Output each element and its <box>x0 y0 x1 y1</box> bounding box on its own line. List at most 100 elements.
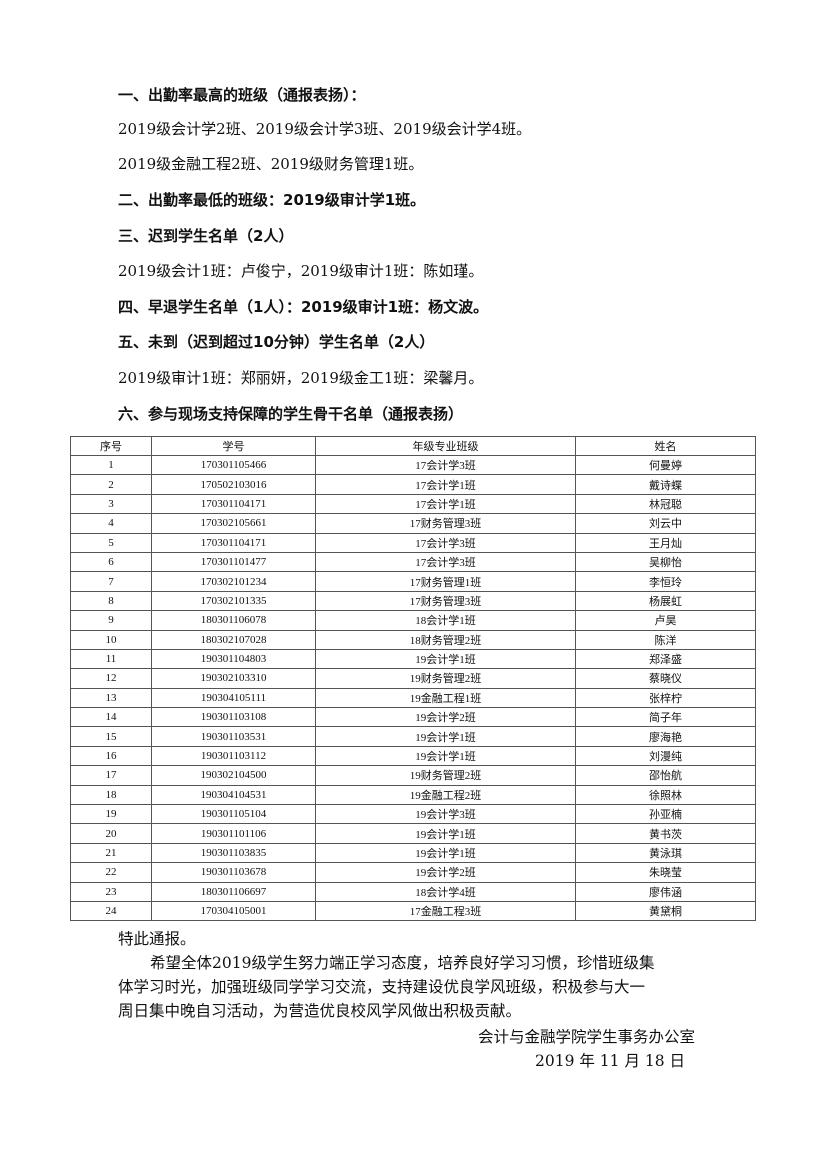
cell-name: 王月灿 <box>575 532 756 553</box>
cell-name: 张梓柠 <box>575 687 756 709</box>
cell-student-id: 180301106078 <box>151 610 316 631</box>
cell-index: 2 <box>70 474 152 495</box>
cell-class: 19财务管理2班 <box>315 668 576 689</box>
col-header-class: 年级专业班级 <box>315 436 576 456</box>
cell-name: 刘漫纯 <box>575 745 756 767</box>
cell-student-id: 170302105661 <box>151 513 316 534</box>
table-row: 12 190302103310 19财务管理2班 蔡晓仪 <box>70 668 756 689</box>
cell-class: 19会计学1班 <box>315 648 576 670</box>
cell-class: 17财务管理3班 <box>315 590 576 612</box>
cell-class: 19会计学1班 <box>315 842 576 864</box>
cell-class: 19会计学1班 <box>315 745 576 767</box>
cell-class: 18会计学4班 <box>315 881 576 902</box>
section-heading: 一、出勤率最高的班级（通报表扬）： <box>118 86 366 104</box>
cell-student-id: 190301101106 <box>151 823 316 844</box>
cell-student-id: 190304105111 <box>151 687 316 709</box>
cell-index: 11 <box>70 648 152 670</box>
col-header-student-id: 学号 <box>151 436 316 456</box>
cell-name: 何曼婷 <box>575 454 756 476</box>
cell-class: 19会计学3班 <box>315 804 576 825</box>
section-text: 2019级会计学2班、2019级会计学3班、2019级会计学4班。 <box>118 120 532 138</box>
cell-name: 廖伟涵 <box>575 881 756 902</box>
table-row: 5 170301104171 17会计学3班 王月灿 <box>70 532 756 553</box>
cell-name: 林冠聪 <box>575 493 756 515</box>
table-row: 17 190302104500 19财务管理2班 邵怡航 <box>70 765 756 786</box>
notice-text: 特此通报。 <box>118 930 196 948</box>
section-heading: 三、迟到学生名单（2人） <box>118 227 294 245</box>
table-row: 1 170301105466 17会计学3班 何曼婷 <box>70 454 756 476</box>
cell-class: 17财务管理3班 <box>315 513 576 534</box>
cell-student-id: 170301105466 <box>151 454 316 476</box>
cell-class: 17会计学1班 <box>315 474 576 495</box>
cell-name: 黄泳琪 <box>575 842 756 864</box>
cell-class: 18财务管理2班 <box>315 629 576 650</box>
cell-name: 吴柳怡 <box>575 551 756 573</box>
cell-class: 19财务管理2班 <box>315 765 576 786</box>
cell-student-id: 190301103835 <box>151 842 316 864</box>
cell-student-id: 170301101477 <box>151 551 316 573</box>
cell-class: 19会计学1班 <box>315 726 576 747</box>
cell-student-id: 190301103108 <box>151 707 316 728</box>
cell-name: 卢昊 <box>575 610 756 631</box>
cell-index: 19 <box>70 804 152 825</box>
paragraph-line-2: 体学习时光，加强班级同学学习交流，支持建设优良学风班级，积极参与大一 <box>118 978 646 996</box>
section-heading: 五、未到（迟到超过10分钟）学生名单（2人） <box>118 333 435 351</box>
cell-index: 12 <box>70 668 152 689</box>
cell-name: 陈洋 <box>575 629 756 650</box>
cell-student-id: 190301103531 <box>151 726 316 747</box>
cell-name: 邵怡航 <box>575 765 756 786</box>
cell-student-id: 170301104171 <box>151 532 316 553</box>
cell-index: 16 <box>70 745 152 767</box>
cell-index: 8 <box>70 590 152 612</box>
cell-name: 杨展虹 <box>575 590 756 612</box>
col-header-index: 序号 <box>70 436 152 456</box>
table-row: 24 170304105001 17金融工程3班 黄黛桐 <box>70 900 756 922</box>
cell-index: 21 <box>70 842 152 864</box>
cell-index: 6 <box>70 551 152 573</box>
table-row: 15 190301103531 19会计学1班 廖海艳 <box>70 726 756 747</box>
table-row: 8 170302101335 17财务管理3班 杨展虹 <box>70 590 756 612</box>
cell-index: 9 <box>70 610 152 631</box>
section-heading: 二、出勤率最低的班级：2019级审计学1班。 <box>118 191 426 209</box>
cell-student-id: 170502103016 <box>151 474 316 495</box>
cell-student-id: 190301104803 <box>151 648 316 670</box>
cell-class: 19会计学1班 <box>315 823 576 844</box>
cell-student-id: 180302107028 <box>151 629 316 650</box>
cell-index: 20 <box>70 823 152 844</box>
cell-index: 7 <box>70 571 152 592</box>
cell-student-id: 180301106697 <box>151 881 316 902</box>
cell-student-id: 170304105001 <box>151 900 316 922</box>
cell-index: 15 <box>70 726 152 747</box>
cell-class: 17会计学3班 <box>315 551 576 573</box>
cell-student-id: 190301105104 <box>151 804 316 825</box>
cell-student-id: 190301103678 <box>151 862 316 883</box>
cell-student-id: 190304104531 <box>151 784 316 806</box>
table-row: 21 190301103835 19会计学1班 黄泳琪 <box>70 842 756 864</box>
cell-index: 13 <box>70 687 152 709</box>
table-row: 3 170301104171 17会计学1班 林冠聪 <box>70 493 756 515</box>
cell-name: 戴诗蝶 <box>575 474 756 495</box>
table-row: 7 170302101234 17财务管理1班 李恒玲 <box>70 571 756 592</box>
cell-name: 刘云中 <box>575 513 756 534</box>
table-row: 10 180302107028 18财务管理2班 陈洋 <box>70 629 756 650</box>
paragraph-line-1: 希望全体2019级学生努力端正学习态度，培养良好学习习惯，珍惜班级集 <box>150 954 655 972</box>
cell-student-id: 170302101234 <box>151 571 316 592</box>
cell-class: 17会计学3班 <box>315 454 576 476</box>
cell-index: 17 <box>70 765 152 786</box>
table-row: 19 190301105104 19会计学3班 孙亚楠 <box>70 804 756 825</box>
cell-name: 李恒玲 <box>575 571 756 592</box>
table-row: 16 190301103112 19会计学1班 刘漫纯 <box>70 745 756 767</box>
table-row: 9 180301106078 18会计学1班 卢昊 <box>70 610 756 631</box>
cell-index: 5 <box>70 532 152 553</box>
cell-class: 17会计学1班 <box>315 493 576 515</box>
table-row: 13 190304105111 19金融工程1班 张梓柠 <box>70 687 756 709</box>
cell-student-id: 190302104500 <box>151 765 316 786</box>
table-row: 18 190304104531 19金融工程2班 徐照林 <box>70 784 756 806</box>
section-heading: 四、早退学生名单（1人）：2019级审计1班：杨文波。 <box>118 298 489 316</box>
table-row: 23 180301106697 18会计学4班 廖伟涵 <box>70 881 756 902</box>
cell-index: 3 <box>70 493 152 515</box>
date: 2019 年 11 月 18 日 <box>535 1052 686 1070</box>
section-text: 2019级审计1班：郑丽妍，2019级金工1班：梁馨月。 <box>118 369 484 387</box>
cell-name: 郑泽盛 <box>575 648 756 670</box>
cell-student-id: 190301103112 <box>151 745 316 767</box>
